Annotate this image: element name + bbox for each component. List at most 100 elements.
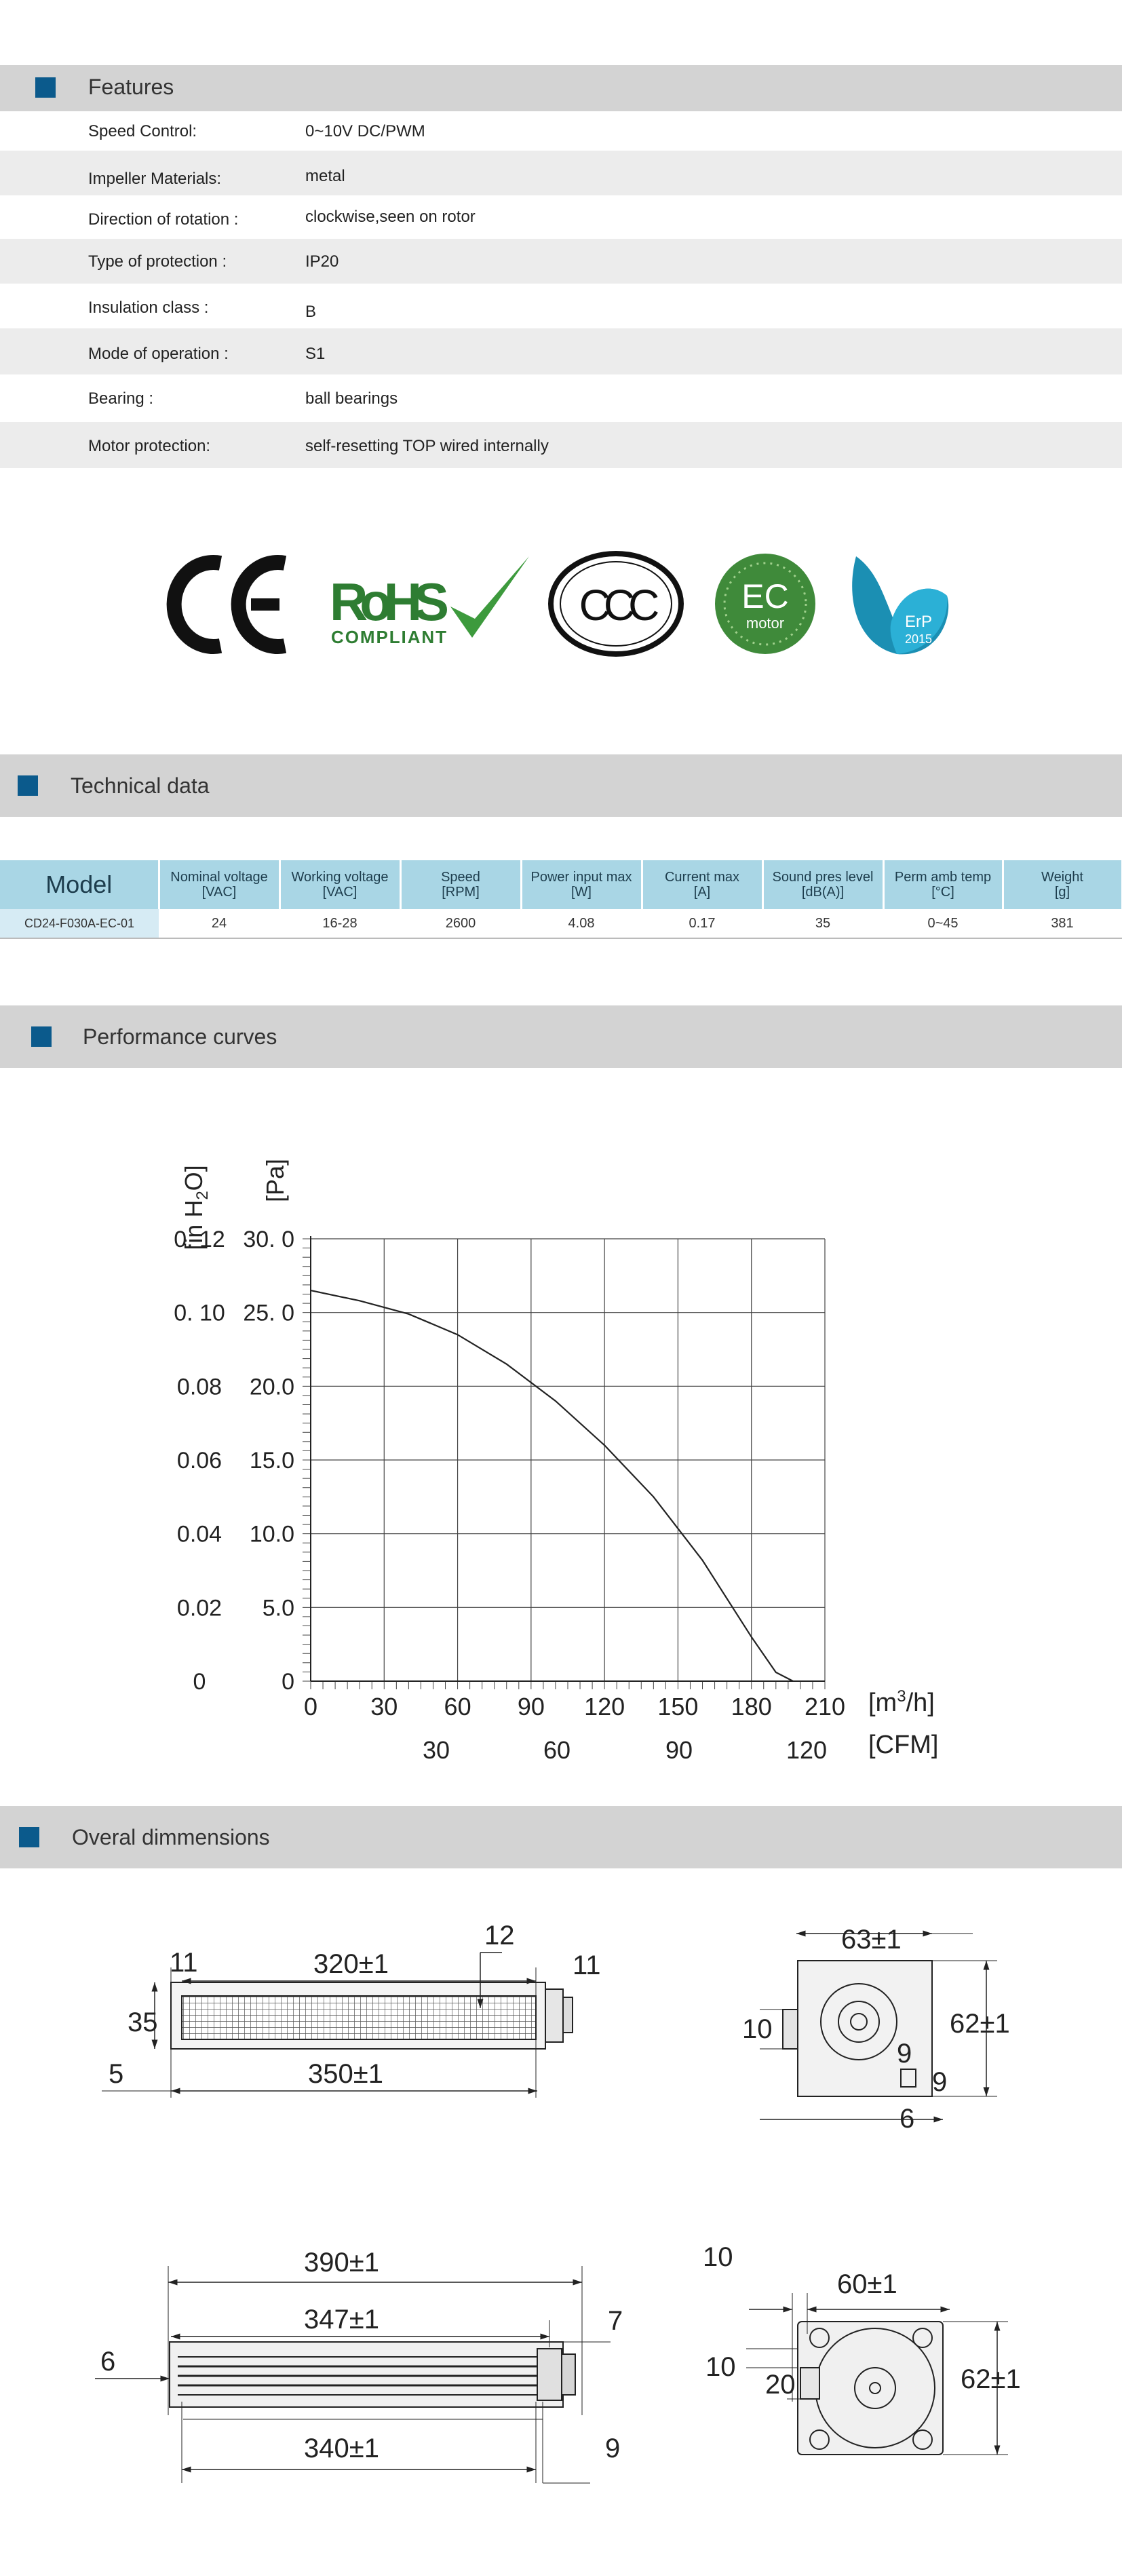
section-marker-icon [18,775,38,796]
technical-title: Technical data [71,773,210,798]
view-front-bottom [95,2266,611,2484]
y-tick-label-inh2o: 0.02 [177,1595,222,1621]
view-front-bottom-labels: 390±1 347±1 7 6 340±1 9 [100,2248,623,2463]
svg-text:10: 10 [742,2014,773,2044]
table-row: CD24-F030A-EC-01 24 16-28 2600 4.08 0.17… [0,909,1122,939]
x-tick-label-m3h: 30 [370,1693,398,1720]
feature-row: Impeller Materials: metal [0,151,1122,195]
col-header-model: Model [0,860,160,909]
rohs-logo-icon: RoHS COMPLIANT [330,556,529,647]
y-tick-label-pa: 10.0 [250,1522,294,1547]
svg-text:12: 12 [484,1921,515,1950]
feature-row: Mode of operation : S1 [0,328,1122,374]
cell-speed: 2600 [400,909,521,939]
svg-text:9: 9 [897,2039,912,2069]
x-axis-label-cfm: [CFM] [868,1731,938,1759]
feature-row: Type of protection : IP20 [0,239,1122,284]
cell-temp: 0~45 [883,909,1003,939]
feature-row: Insulation class : B [0,284,1122,328]
feature-key: Insulation class : [88,299,209,317]
feature-value: S1 [305,345,326,363]
col-header-sound: Sound pres level [dB(A)] [762,860,885,909]
col-header-temp: Perm amb temp [°C] [883,860,1004,909]
chart-minor-ticks [303,1238,826,1689]
cell-current: 0.17 [642,909,762,939]
feature-key: Mode of operation : [88,345,229,363]
svg-text:11: 11 [573,1950,601,1980]
table-header-row: Model Nominal voltage [VAC] Working volta… [0,860,1122,909]
feature-key: Impeller Materials: [88,170,222,188]
feature-value: clockwise,seen on rotor [305,208,476,226]
view-front-top [102,1952,573,2098]
chart-axes [310,1236,825,1682]
feature-key: Type of protection : [88,252,227,271]
y-tick-label-pa: 15.0 [250,1448,294,1474]
col-header-current: Current max [A] [642,860,764,909]
x-tick-label-m3h: 150 [657,1693,698,1720]
erp-logo-icon: ErP 2015 [852,556,949,655]
feature-key: Speed Control: [88,122,197,140]
certification-logos: RoHS COMPLIANT CCC EC motor ErP 2015 [166,551,949,657]
feature-key: Direction of rotation : [88,210,239,229]
svg-text:340±1: 340±1 [304,2434,379,2463]
cell-nominal-voltage: 24 [159,909,279,939]
feature-row: Motor protection: self-resetting TOP wir… [0,422,1122,468]
feature-row: Direction of rotation : clockwise,seen o… [0,195,1122,239]
x-axis-label-m3h: [m3/h] [868,1687,935,1717]
svg-text:10: 10 [703,2242,733,2272]
ce-mark-icon [166,555,287,654]
feature-row: Bearing : ball bearings [0,374,1122,422]
svg-text:60±1: 60±1 [837,2269,897,2299]
technical-data-table: Model Nominal voltage [VAC] Working volta… [0,860,1122,939]
section-marker-icon [31,1026,52,1047]
svg-text:20: 20 [765,2370,796,2400]
y-tick-label-inh2o: 0. 12 [174,1227,225,1252]
svg-text:9: 9 [932,2067,947,2097]
svg-text:10: 10 [705,2352,736,2382]
feature-value: ball bearings [305,389,398,408]
dimensions-header: Overal dimmensions [0,1806,1122,1868]
y-axis-label-pa: [Pa] [261,1159,289,1202]
y-tick-label-inh2o: 0.04 [177,1522,222,1547]
svg-text:ErP: ErP [905,613,932,631]
x-tick-label-m3h: 0 [304,1693,317,1720]
ccc-logo-icon: CCC [548,551,684,657]
x-tick-label-m3h: 60 [444,1693,471,1720]
svg-text:COMPLIANT: COMPLIANT [331,627,446,647]
y-tick-label-inh2o: 0. 10 [174,1301,225,1326]
svg-text:RoHS: RoHS [330,572,449,632]
feature-value: IP20 [305,252,339,271]
chart-tick-labels: 30. 0 25. 0 20.0 15.0 10.0 5.0 0 0. 12 0. 10 0.08… [174,1227,845,1764]
series-line [310,1290,794,1682]
features-header: Features [0,65,1122,111]
y-tick-label-pa: 20.0 [250,1374,294,1400]
y-tick-label-pa: 25. 0 [243,1301,294,1326]
svg-text:motor: motor [746,615,784,632]
performance-title: Performance curves [83,1024,277,1049]
x-tick-label-cfm: 120 [786,1736,827,1764]
feature-value: B [305,303,317,321]
svg-text:6: 6 [100,2347,115,2377]
y-tick-label-inh2o: 0.06 [177,1448,222,1474]
svg-text:63±1: 63±1 [841,1925,902,1955]
y-tick-label-pa: 0 [282,1669,294,1695]
x-tick-label-m3h: 210 [805,1693,845,1720]
ec-motor-logo-icon: EC motor [715,554,815,654]
svg-text:320±1: 320±1 [313,1949,389,1979]
svg-text:390±1: 390±1 [304,2248,379,2277]
performance-chart: 30. 0 25. 0 20.0 15.0 10.0 5.0 0 0. 12 0. 10 0.08… [174,1159,938,1764]
x-tick-label-cfm: 90 [665,1736,693,1764]
view-side-top-labels: 63±1 10 62±1 9 9 6 [742,1925,1010,2134]
view-side-bottom [746,2293,1008,2455]
col-header-working-voltage: Working voltage [VAC] [279,860,402,909]
cell-working-voltage: 16-28 [279,909,400,939]
y-tick-label-inh2o: 0.08 [177,1374,222,1400]
svg-text:62±1: 62±1 [950,2009,1010,2039]
feature-row: Speed Control: 0~10V DC/PWM [0,111,1122,151]
x-tick-label-m3h: 120 [584,1693,625,1720]
x-tick-label-m3h: 90 [518,1693,545,1720]
x-tick-label-m3h: 180 [731,1693,772,1720]
col-header-speed: Speed [RPM] [400,860,522,909]
svg-text:EC: EC [741,577,788,615]
svg-text:6: 6 [899,2104,914,2134]
